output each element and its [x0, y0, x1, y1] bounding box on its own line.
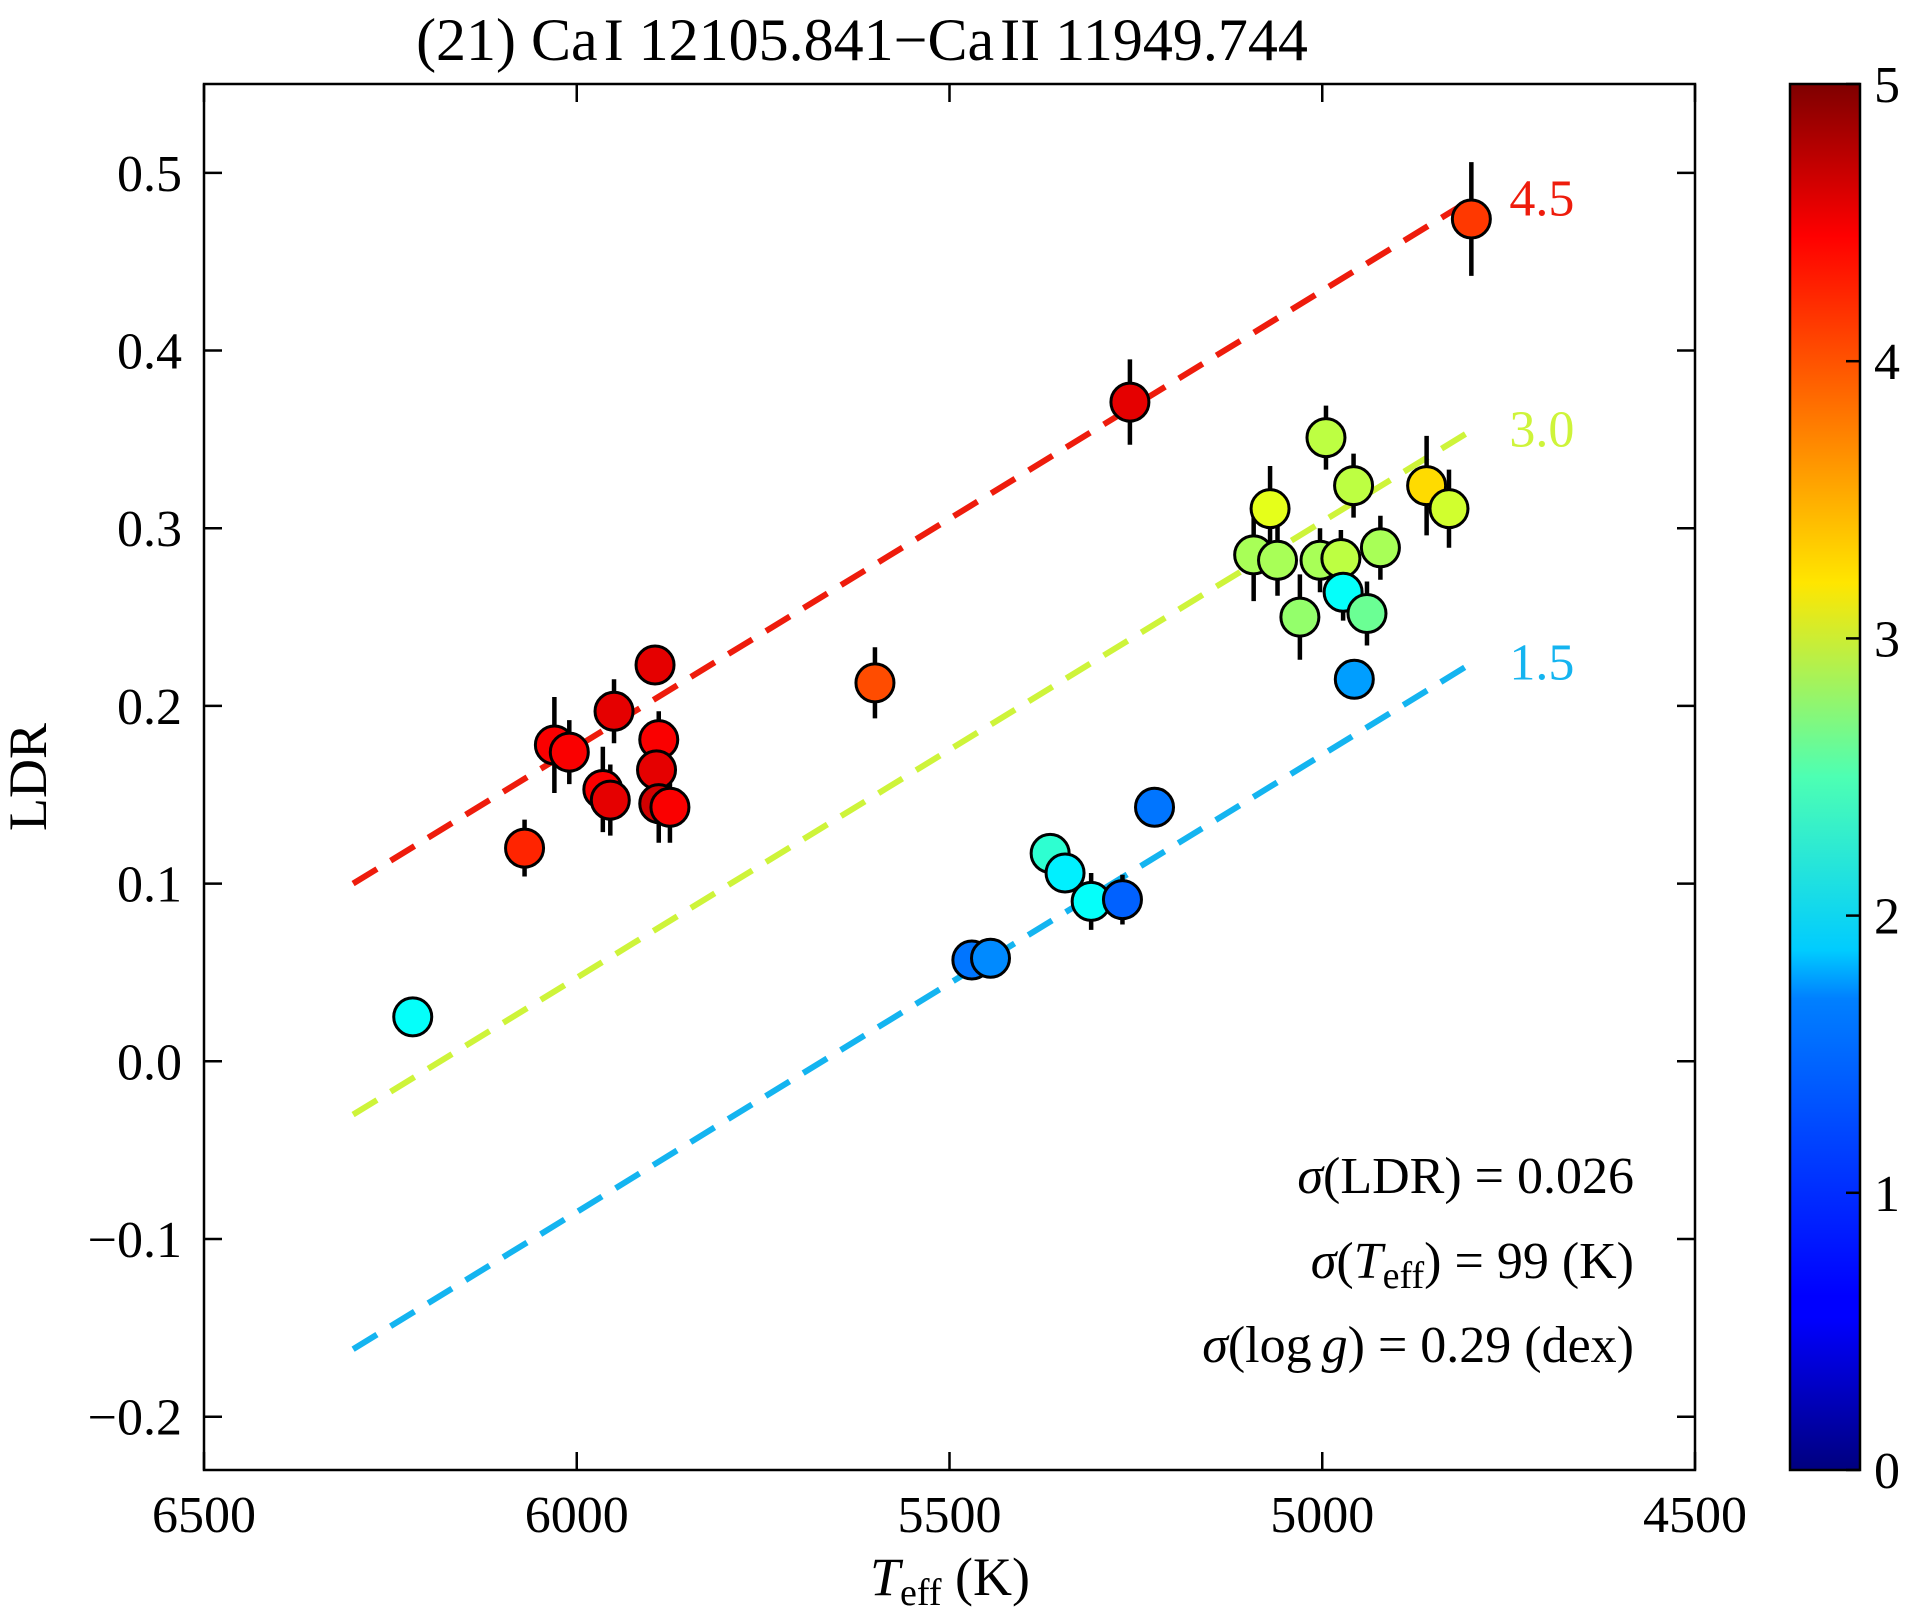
data-point: [1346, 593, 1388, 635]
chart-title: (21) Ca I 12105.841−Ca II 11949.744: [416, 7, 1308, 73]
fit-label-logg-3-0: 3.0: [1509, 402, 1574, 459]
fit-label-logg-1-5: 1.5: [1509, 634, 1574, 691]
y-tick-label: 0.3: [117, 501, 182, 558]
fit-line-logg-3-0: [351, 427, 1473, 1118]
colorbar-tick-label: 4: [1874, 334, 1900, 391]
colorbar-tick-label: 1: [1874, 1166, 1900, 1223]
x-axis-label: Teff (K): [870, 1547, 1030, 1614]
colorbar-ticks: 0 1 2 3 4 5: [1846, 57, 1900, 1500]
data-point: [854, 662, 896, 704]
data-point: [1359, 527, 1401, 569]
colorbar-gradient: [1788, 82, 1862, 1472]
data-point: [1428, 488, 1470, 530]
data-point: [589, 779, 631, 821]
tick-labels: 6500 6000 5500 5000 4500 −0.2 −0.1 0.0 0.1 0.2 0.3…: [88, 146, 1747, 1544]
colorbar-tick-label: 3: [1874, 611, 1900, 668]
data-point: [1257, 539, 1299, 581]
fit-lines: 4.5 3.0 1.5: [351, 171, 1574, 1352]
data-point: [1249, 488, 1291, 530]
fit-line-logg-4-5: [351, 196, 1473, 887]
x-tick-label: 4500: [1643, 1487, 1747, 1544]
data-point: [392, 996, 434, 1038]
data-point: [593, 690, 635, 732]
axis-ticks: [202, 84, 1697, 1470]
data-point: [634, 644, 676, 686]
y-tick-label: 0.1: [117, 857, 182, 914]
data-point: [1305, 417, 1347, 459]
x-tick-label: 5000: [1270, 1487, 1374, 1544]
data-point: [1320, 537, 1362, 579]
y-tick-label: 0.0: [117, 1034, 182, 1091]
y-axis-label: LDR: [0, 723, 58, 831]
stat-sigma-teff: σ(Teff) = 99 (K): [1311, 1233, 1634, 1297]
colorbar: 0 1 2 3 4 5: [1788, 57, 1900, 1500]
stat-sigma-ldr: σ(LDR) = 0.026: [1297, 1148, 1634, 1205]
data-point: [1333, 658, 1375, 700]
data-point: [1450, 198, 1492, 240]
data-point: [1333, 465, 1375, 507]
y-tick-label: 0.2: [117, 679, 182, 736]
stats-annotation: σ(LDR) = 0.026 σ(Teff) = 99 (K) σ(log g) …: [1202, 1148, 1634, 1374]
data-point: [1109, 381, 1151, 423]
data-point: [1134, 786, 1176, 828]
stat-sigma-logg: σ(log g) = 0.29 (dex): [1202, 1317, 1634, 1374]
data-point: [649, 786, 691, 828]
data-point: [504, 827, 546, 869]
y-tick-label: −0.2: [88, 1390, 182, 1447]
fit-line-logg-1-5: [351, 660, 1473, 1352]
colorbar-tick-label: 5: [1874, 57, 1900, 114]
x-tick-label: 5500: [898, 1487, 1002, 1544]
y-tick-label: 0.4: [117, 324, 182, 381]
data-points: [392, 198, 1492, 1038]
x-tick-label: 6500: [152, 1487, 256, 1544]
data-point: [1101, 879, 1143, 921]
data-point: [636, 749, 678, 791]
y-tick-label: 0.5: [117, 146, 182, 203]
data-point: [1044, 852, 1086, 894]
data-point: [970, 937, 1012, 979]
x-tick-label: 6000: [525, 1487, 629, 1544]
colorbar-tick-label: 0: [1874, 1443, 1900, 1500]
data-point: [548, 731, 590, 773]
colorbar-tick-label: 2: [1874, 889, 1900, 946]
y-tick-label: −0.1: [88, 1212, 182, 1269]
fit-label-logg-4-5: 4.5: [1509, 171, 1574, 228]
data-point: [1279, 596, 1321, 638]
